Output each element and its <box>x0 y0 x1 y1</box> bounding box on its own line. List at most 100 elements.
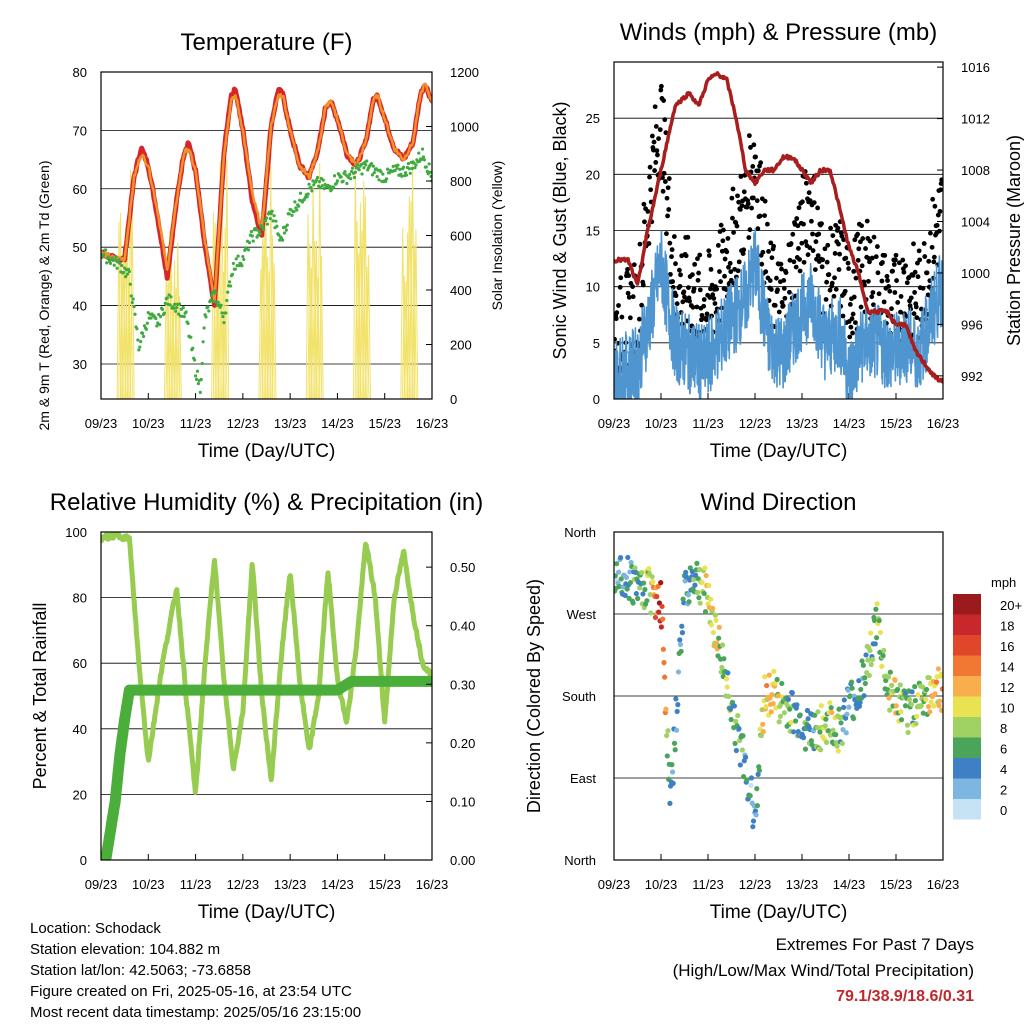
wind-direction-point <box>874 601 880 607</box>
wind-direction-point <box>637 585 643 591</box>
wind-gust-point <box>911 311 917 317</box>
colorbar-swatch <box>953 737 981 758</box>
wind-gust-point <box>731 230 736 235</box>
wind-direction-point <box>872 641 878 647</box>
figure-created-text: Figure created on Fri, 2025-05-16, at 23… <box>30 983 352 1000</box>
dewpoint-point <box>139 339 143 344</box>
dewpoint-point <box>317 180 322 184</box>
wind-gust-point <box>796 205 802 211</box>
wind-direction-point <box>673 727 680 733</box>
colorbar-label: 6 <box>1000 742 1007 757</box>
wind-gust-point <box>799 240 805 246</box>
wind-gust-point <box>822 246 828 252</box>
wind-gust-point <box>801 259 807 265</box>
wind-gust-point <box>841 237 846 243</box>
solar-insolation-spike <box>400 227 406 399</box>
dewpoint-point <box>224 311 228 315</box>
wind-direction-point <box>909 689 915 695</box>
plot-frame <box>100 531 433 861</box>
wind-direction-point <box>663 706 669 712</box>
panel2-x-axis-label: Time (Day/UTC) <box>710 441 848 462</box>
dewpoint-point <box>230 272 235 276</box>
dewpoint-point <box>422 158 427 162</box>
solar-insolation-spike <box>128 169 133 399</box>
wind-gust-point <box>625 290 631 296</box>
wind-direction-point <box>939 686 943 692</box>
wind-direction-point <box>697 600 703 606</box>
dewpoint-point <box>168 303 172 307</box>
wind-gust-point <box>655 152 660 158</box>
x-tick-label: 14/23 <box>833 416 866 431</box>
wind-gust-point <box>879 278 885 284</box>
dewpoint-point <box>309 185 313 190</box>
wind-gust-point <box>856 246 862 252</box>
extremes-heading: Extremes For Past 7 Days <box>775 935 974 954</box>
wind-direction-point <box>933 679 940 685</box>
wind-gust-point <box>840 313 846 319</box>
dewpoint-point <box>312 183 316 187</box>
wind-direction-point <box>871 617 878 624</box>
wind-gust-point <box>771 243 777 249</box>
solar-insolation-spike <box>258 268 264 399</box>
wind-gust-point <box>924 270 930 276</box>
dewpoint-point <box>102 252 106 257</box>
wind-gust-point <box>891 262 897 267</box>
sonic-wind-line <box>614 228 943 399</box>
dewpoint-point <box>321 178 325 182</box>
colorbar-swatch <box>953 799 981 820</box>
wind-gust-point <box>884 273 890 279</box>
dewpoint-point <box>341 179 345 183</box>
wind-direction-point <box>747 793 753 799</box>
wind-gust-point <box>689 272 695 278</box>
solar-insolation-spike <box>118 212 123 399</box>
wind-gust-point <box>755 168 761 174</box>
wind-gust-point <box>762 198 768 204</box>
dewpoint-point <box>406 161 410 166</box>
colorbar-label: 8 <box>1000 721 1007 736</box>
wind-gust-point <box>768 287 774 292</box>
wind-direction-point <box>639 569 645 576</box>
wind-gust-point <box>768 240 774 246</box>
wind-direction-point <box>766 672 772 678</box>
dewpoint-point <box>199 377 203 382</box>
wind-gust-point <box>694 304 700 310</box>
wind-gust-point <box>843 255 849 261</box>
wind-direction-point <box>725 670 731 676</box>
y-tick-label: 80 <box>73 65 87 80</box>
wind-direction-point <box>885 674 891 680</box>
wind-gust-point <box>803 239 809 245</box>
wind-direction-point <box>679 623 685 629</box>
wind-direction-point <box>781 710 788 716</box>
wind-gust-point <box>788 241 794 246</box>
wind-gust-point <box>847 302 853 307</box>
dewpoint-point <box>310 189 314 193</box>
panel4-x-axis-label: Time (Day/UTC) <box>710 902 848 923</box>
wind-gust-point <box>678 272 683 278</box>
dewpoint-point <box>360 172 364 176</box>
colorbar-label: 2 <box>1000 783 1007 798</box>
wind-direction-point <box>694 589 701 595</box>
wind-gust-point <box>750 163 756 169</box>
wind-direction-point <box>849 685 855 691</box>
wind-gust-point <box>706 253 712 258</box>
y2-tick-label: 1008 <box>961 163 990 178</box>
dewpoint-point <box>162 311 166 315</box>
wind-gust-point <box>708 266 714 272</box>
y2-tick-label: 400 <box>450 283 472 298</box>
wind-gust-point <box>680 299 686 305</box>
wind-gust-point <box>666 207 672 212</box>
wind-gust-point <box>640 282 646 288</box>
dewpoint-point <box>339 175 343 179</box>
wind-gust-point <box>749 205 755 211</box>
solar-insolation-spike <box>307 243 313 399</box>
wind-gust-point <box>819 264 825 270</box>
wind-gust-point <box>858 304 864 310</box>
wind-gust-point <box>755 226 761 232</box>
wind-gust-point <box>691 286 697 292</box>
x-tick-label: 13/23 <box>786 416 819 431</box>
dewpoint-point <box>369 161 374 166</box>
wind-direction-point <box>805 716 811 722</box>
wind-direction-point <box>724 684 730 690</box>
colorbar-swatch <box>953 676 981 697</box>
dewpoint-point <box>332 174 337 178</box>
